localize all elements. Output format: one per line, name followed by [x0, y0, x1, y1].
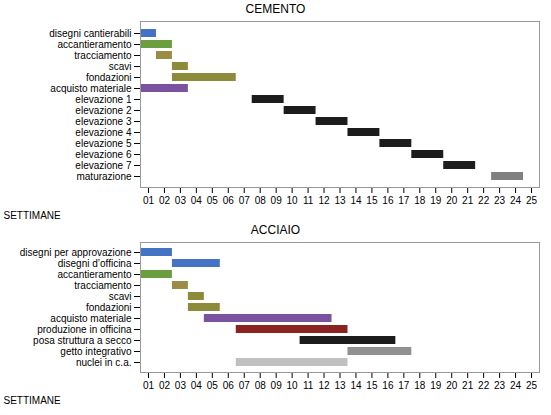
svg-text:22: 22: [478, 195, 490, 206]
svg-text:16: 16: [382, 380, 394, 391]
svg-text:22: 22: [478, 380, 490, 391]
svg-text:09: 09: [271, 195, 283, 206]
svg-text:elevazione 4: elevazione 4: [75, 127, 132, 138]
svg-text:12: 12: [318, 380, 330, 391]
svg-text:18: 18: [414, 195, 426, 206]
svg-text:23: 23: [494, 380, 506, 391]
svg-text:SETTIMANE: SETTIMANE: [4, 210, 62, 221]
svg-text:05: 05: [207, 380, 219, 391]
svg-text:21: 21: [462, 195, 474, 206]
svg-text:04: 04: [191, 380, 203, 391]
svg-text:01: 01: [143, 195, 155, 206]
svg-text:elevazione 1: elevazione 1: [75, 94, 132, 105]
svg-text:10: 10: [287, 195, 299, 206]
svg-text:02: 02: [159, 380, 171, 391]
svg-text:SETTIMANE: SETTIMANE: [4, 395, 62, 406]
svg-text:18: 18: [414, 380, 426, 391]
svg-text:produzione in officina: produzione in officina: [37, 324, 132, 335]
svg-text:10: 10: [287, 380, 299, 391]
svg-text:posa struttura a secco: posa struttura a secco: [33, 335, 132, 346]
svg-text:02: 02: [159, 195, 171, 206]
svg-text:05: 05: [207, 195, 219, 206]
svg-text:17: 17: [398, 195, 410, 206]
svg-text:08: 08: [255, 380, 267, 391]
svg-text:24: 24: [510, 380, 522, 391]
svg-text:14: 14: [350, 195, 362, 206]
svg-text:elevazione 5: elevazione 5: [75, 138, 132, 149]
svg-text:elevazione 3: elevazione 3: [75, 116, 132, 127]
svg-text:25: 25: [526, 195, 538, 206]
svg-text:04: 04: [191, 195, 203, 206]
svg-text:07: 07: [239, 380, 251, 391]
svg-text:11: 11: [303, 195, 314, 206]
svg-text:03: 03: [175, 380, 187, 391]
svg-text:16: 16: [382, 195, 394, 206]
svg-text:disegni per approvazione: disegni per approvazione: [20, 247, 132, 258]
svg-text:scavi: scavi: [109, 61, 132, 72]
svg-text:24: 24: [510, 195, 522, 206]
svg-text:06: 06: [223, 195, 235, 206]
html-text:ACCIAIO: ACCIAIO: [250, 223, 301, 237]
svg-text:accantieramento: accantieramento: [58, 39, 132, 50]
svg-text:03: 03: [175, 195, 187, 206]
svg-text:scavi: scavi: [109, 291, 132, 302]
svg-text:15: 15: [366, 380, 378, 391]
svg-text:acquisto materiale: acquisto materiale: [50, 83, 132, 94]
svg-text:09: 09: [271, 380, 283, 391]
svg-text:fondazioni: fondazioni: [86, 72, 132, 83]
svg-text:17: 17: [398, 380, 410, 391]
svg-text:fondazioni: fondazioni: [86, 302, 132, 313]
svg-text:nuclei in c.a.: nuclei in c.a.: [76, 357, 132, 368]
svg-text:15: 15: [366, 195, 378, 206]
html-text:CEMENTO: CEMENTO: [245, 2, 306, 16]
svg-text:acquisto materiale: acquisto materiale: [50, 313, 132, 324]
svg-text:tracciamento: tracciamento: [74, 280, 132, 291]
svg-text:01: 01: [143, 380, 155, 391]
svg-text:20: 20: [446, 380, 458, 391]
svg-text:20: 20: [446, 195, 458, 206]
svg-text:08: 08: [255, 195, 267, 206]
svg-text:elevazione 7: elevazione 7: [75, 160, 132, 171]
svg-text:21: 21: [462, 380, 474, 391]
svg-text:23: 23: [494, 195, 506, 206]
svg-text:disegni d’officina: disegni d’officina: [58, 258, 132, 269]
svg-text:19: 19: [430, 380, 442, 391]
svg-text:disegni cantierabili: disegni cantierabili: [49, 28, 131, 39]
svg-text:getto integrativo: getto integrativo: [60, 346, 132, 357]
svg-text:19: 19: [430, 195, 442, 206]
svg-text:13: 13: [334, 380, 346, 391]
svg-text:14: 14: [350, 380, 362, 391]
svg-text:25: 25: [526, 380, 538, 391]
svg-text:accantieramento: accantieramento: [58, 269, 132, 280]
svg-text:07: 07: [239, 195, 251, 206]
svg-text:tracciamento: tracciamento: [74, 50, 132, 61]
svg-text:elevazione 6: elevazione 6: [75, 149, 132, 160]
svg-text:11: 11: [303, 380, 314, 391]
svg-text:12: 12: [318, 195, 330, 206]
svg-text:06: 06: [223, 380, 235, 391]
svg-text:maturazione: maturazione: [76, 171, 131, 182]
svg-text:elevazione 2: elevazione 2: [75, 105, 132, 116]
svg-text:13: 13: [334, 195, 346, 206]
